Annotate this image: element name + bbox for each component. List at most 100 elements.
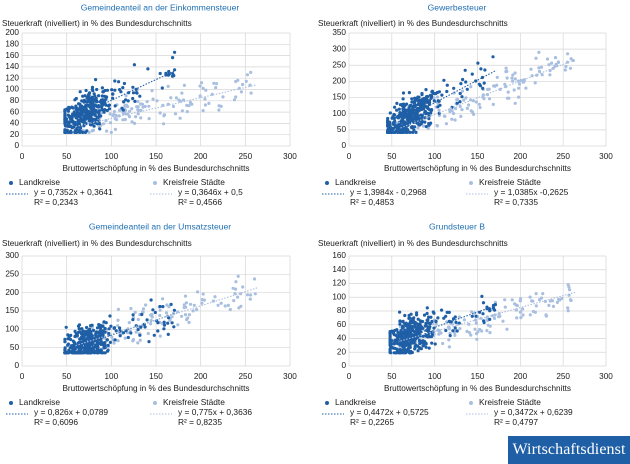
point-kreisfreie-staedte (493, 300, 497, 304)
point-landkreise (405, 130, 409, 134)
x-tick-label: 200 (513, 152, 527, 161)
x-tick-label: 0 (347, 152, 352, 161)
point-kreisfreie-staedte (506, 90, 510, 94)
point-landkreise (436, 316, 440, 320)
y-tick-label: 0 (14, 141, 19, 150)
point-landkreise (101, 331, 105, 335)
point-kreisfreie-staedte (175, 310, 180, 314)
point-kreisfreie-staedte (177, 98, 181, 102)
point-landkreise (418, 333, 422, 337)
point-kreisfreie-staedte (239, 90, 243, 94)
point-landkreise (409, 125, 413, 129)
point-kreisfreie-staedte (130, 107, 134, 111)
point-landkreise (454, 320, 458, 324)
point-landkreise (457, 321, 461, 325)
point-kreisfreie-staedte (458, 104, 462, 109)
legend-r2-landkreise: R² = 0,2343 (34, 197, 78, 207)
point-landkreise (88, 123, 93, 127)
point-landkreise (94, 78, 98, 82)
point-landkreise (126, 99, 130, 103)
point-landkreise (393, 346, 397, 350)
point-landkreise (63, 129, 67, 134)
point-kreisfreie-staedte (180, 91, 184, 95)
point-landkreise (453, 326, 457, 330)
point-kreisfreie-staedte (548, 299, 553, 303)
point-kreisfreie-staedte (213, 295, 217, 299)
point-landkreise (408, 316, 412, 320)
point-landkreise (447, 310, 451, 314)
point-kreisfreie-staedte (116, 307, 120, 311)
point-landkreise (84, 88, 88, 93)
point-landkreise (138, 333, 142, 337)
point-landkreise (410, 97, 414, 101)
point-kreisfreie-staedte (136, 317, 140, 322)
point-kreisfreie-staedte (231, 286, 235, 290)
point-landkreise (78, 106, 82, 110)
point-landkreise (106, 343, 110, 347)
point-kreisfreie-staedte (510, 298, 514, 302)
point-kreisfreie-staedte (165, 303, 169, 307)
point-landkreise (398, 319, 402, 323)
point-kreisfreie-staedte (503, 305, 507, 309)
x-tick-label: 100 (104, 372, 118, 381)
legend-label-landkreise: Landkreise (19, 397, 60, 407)
point-kreisfreie-staedte (127, 115, 132, 119)
point-landkreise (442, 316, 446, 320)
point-kreisfreie-staedte (566, 309, 570, 313)
legend-marker-landkreise (9, 181, 13, 185)
point-kreisfreie-staedte (539, 65, 544, 69)
x-tick-label: 100 (104, 152, 118, 161)
point-kreisfreie-staedte (116, 318, 120, 322)
point-kreisfreie-staedte (113, 127, 117, 131)
point-landkreise (390, 346, 395, 350)
point-kreisfreie-staedte (488, 331, 492, 335)
point-kreisfreie-staedte (200, 301, 204, 305)
point-landkreise (93, 113, 97, 117)
point-landkreise (423, 100, 428, 104)
point-landkreise (421, 104, 426, 108)
point-landkreise (93, 104, 97, 108)
point-kreisfreie-staedte (136, 99, 140, 104)
x-tick-label: 150 (471, 372, 485, 381)
legend-marker-kreisfreie-staedte (153, 401, 157, 405)
point-kreisfreie-staedte (221, 95, 225, 99)
point-kreisfreie-staedte (457, 315, 461, 319)
point-kreisfreie-staedte (503, 82, 507, 86)
point-kreisfreie-staedte (521, 307, 525, 311)
point-landkreise (398, 322, 402, 326)
y-tick-label: 80 (337, 306, 347, 315)
x-tick-label: 50 (387, 372, 397, 381)
point-kreisfreie-staedte (519, 297, 523, 301)
point-landkreise (422, 96, 426, 101)
point-landkreise (113, 104, 117, 108)
point-kreisfreie-staedte (511, 73, 515, 77)
point-kreisfreie-staedte (571, 58, 575, 63)
point-kreisfreie-staedte (453, 118, 457, 122)
point-landkreise (393, 328, 397, 333)
point-landkreise (79, 126, 83, 130)
point-kreisfreie-staedte (452, 111, 456, 116)
point-kreisfreie-staedte (185, 318, 189, 322)
point-landkreise (415, 322, 419, 326)
legend-label-landkreise: Landkreise (19, 177, 60, 187)
point-kreisfreie-staedte (540, 73, 544, 77)
x-tick-label: 300 (283, 152, 297, 161)
point-kreisfreie-staedte (136, 112, 140, 116)
y-tick-label: 50 (337, 125, 347, 134)
trendline-kreisfreie-staedte (400, 291, 576, 342)
point-kreisfreie-staedte (188, 302, 193, 306)
point-kreisfreie-staedte (488, 324, 492, 328)
point-landkreise (416, 317, 420, 321)
legend-equation-landkreise: y = 0,826x + 0,0789 (34, 407, 108, 417)
point-kreisfreie-staedte (512, 88, 516, 92)
point-kreisfreie-staedte (216, 303, 220, 307)
point-landkreise (388, 340, 392, 344)
point-landkreise (94, 332, 98, 336)
point-kreisfreie-staedte (199, 81, 204, 85)
point-landkreise (92, 92, 96, 96)
point-kreisfreie-staedte (245, 73, 250, 77)
point-kreisfreie-staedte (118, 109, 122, 113)
point-kreisfreie-staedte (158, 334, 162, 338)
point-kreisfreie-staedte (236, 274, 240, 278)
point-landkreise (424, 88, 428, 92)
